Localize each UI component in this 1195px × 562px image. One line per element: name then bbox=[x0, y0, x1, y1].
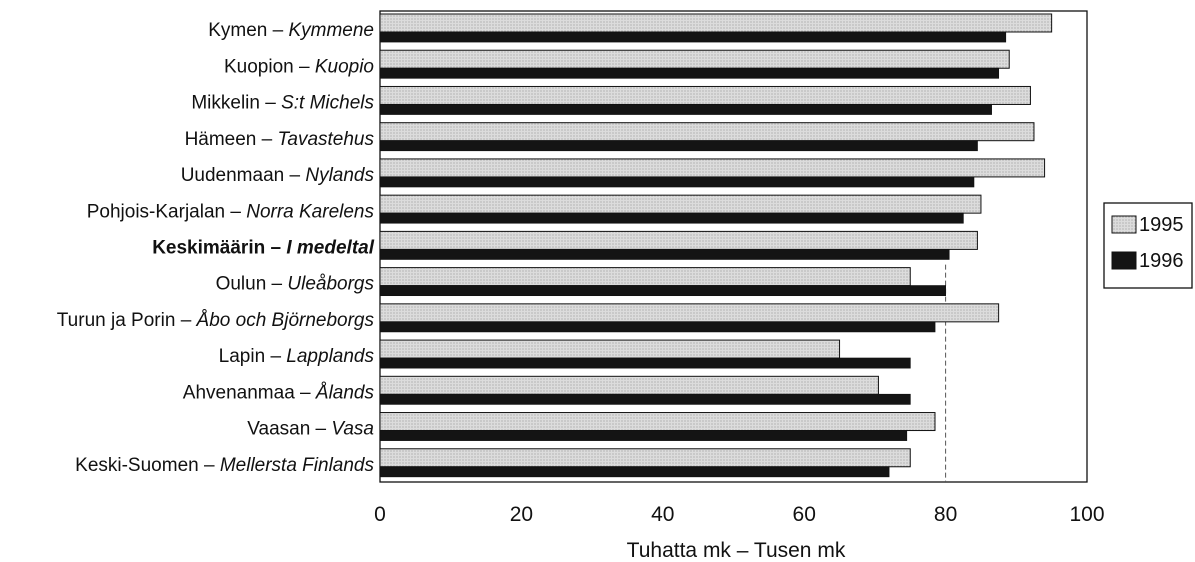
bar-1996 bbox=[379, 357, 911, 369]
bar-1995 bbox=[379, 194, 982, 214]
legend-swatch-1996 bbox=[1111, 251, 1137, 270]
category-label: Keski-Suomen – Mellersta Finlands bbox=[75, 455, 374, 476]
bar-1995 bbox=[379, 267, 911, 287]
bar-1995 bbox=[379, 339, 841, 359]
bar-1996 bbox=[379, 31, 1007, 43]
category-label: Pohjois-Karjalan – Norra Karelens bbox=[87, 201, 375, 222]
x-tick-label: 0 bbox=[374, 503, 386, 526]
legend-label-1995: 1995 bbox=[1139, 214, 1184, 236]
bar-1995 bbox=[379, 448, 911, 468]
bar-1995 bbox=[379, 158, 1046, 178]
bar-1995 bbox=[379, 122, 1035, 142]
category-label: Kuopion – Kuopio bbox=[224, 56, 374, 77]
bars bbox=[379, 13, 1053, 478]
bar-1996 bbox=[379, 393, 911, 405]
bar-1996 bbox=[379, 140, 978, 152]
category-label: Lapin – Lapplands bbox=[219, 346, 375, 367]
legend-swatch-1995 bbox=[1111, 215, 1137, 234]
bar-1996 bbox=[379, 321, 936, 333]
bar-1996 bbox=[379, 248, 950, 260]
x-tick-label: 80 bbox=[934, 503, 957, 526]
bar-1996 bbox=[379, 466, 890, 478]
x-tick-label: 100 bbox=[1069, 503, 1104, 526]
bar-1995 bbox=[379, 13, 1053, 33]
bar-1995 bbox=[379, 230, 978, 250]
bar-1996 bbox=[379, 176, 975, 188]
bar-1995 bbox=[379, 303, 1000, 323]
x-axis-title: Tuhatta mk – Tusen mk bbox=[627, 539, 846, 562]
bar-1996 bbox=[379, 430, 908, 441]
bar-1995 bbox=[379, 85, 1031, 105]
category-label: Hämeen – Tavastehus bbox=[185, 129, 375, 150]
category-label: Ahvenanmaa – Ålands bbox=[183, 382, 375, 403]
bar-1996 bbox=[379, 104, 992, 115]
x-axis-ticks: 0 20 40 60 80 100 bbox=[374, 503, 1104, 526]
bar-1995 bbox=[379, 412, 936, 432]
category-label: Mikkelin – S:t Michels bbox=[191, 93, 374, 114]
category-label: Keskimäärin – I medeltal bbox=[152, 238, 375, 259]
x-tick-label: 60 bbox=[793, 503, 816, 526]
x-tick-label: 20 bbox=[510, 503, 533, 526]
legend-label-1996: 1996 bbox=[1139, 250, 1184, 272]
category-label: Turun ja Porin – Åbo och Björneborgs bbox=[57, 310, 375, 331]
x-tick-label: 40 bbox=[651, 503, 674, 526]
bar-1995 bbox=[379, 49, 1010, 69]
bar-1996 bbox=[379, 212, 964, 224]
bar-1996 bbox=[379, 285, 946, 297]
category-label: Uudenmaan – Nylands bbox=[181, 165, 375, 186]
category-label: Kymen – Kymmene bbox=[208, 20, 374, 41]
category-label: Oulun – Uleåborgs bbox=[216, 274, 375, 295]
category-labels: Kymen – Kymmene Kuopion – Kuopio Mikkelin … bbox=[57, 20, 375, 476]
bar-1996 bbox=[379, 67, 1000, 79]
legend: 1995 1996 bbox=[1103, 202, 1193, 289]
bar-1995 bbox=[379, 375, 879, 395]
category-label: Vaasan – Vasa bbox=[247, 419, 374, 440]
